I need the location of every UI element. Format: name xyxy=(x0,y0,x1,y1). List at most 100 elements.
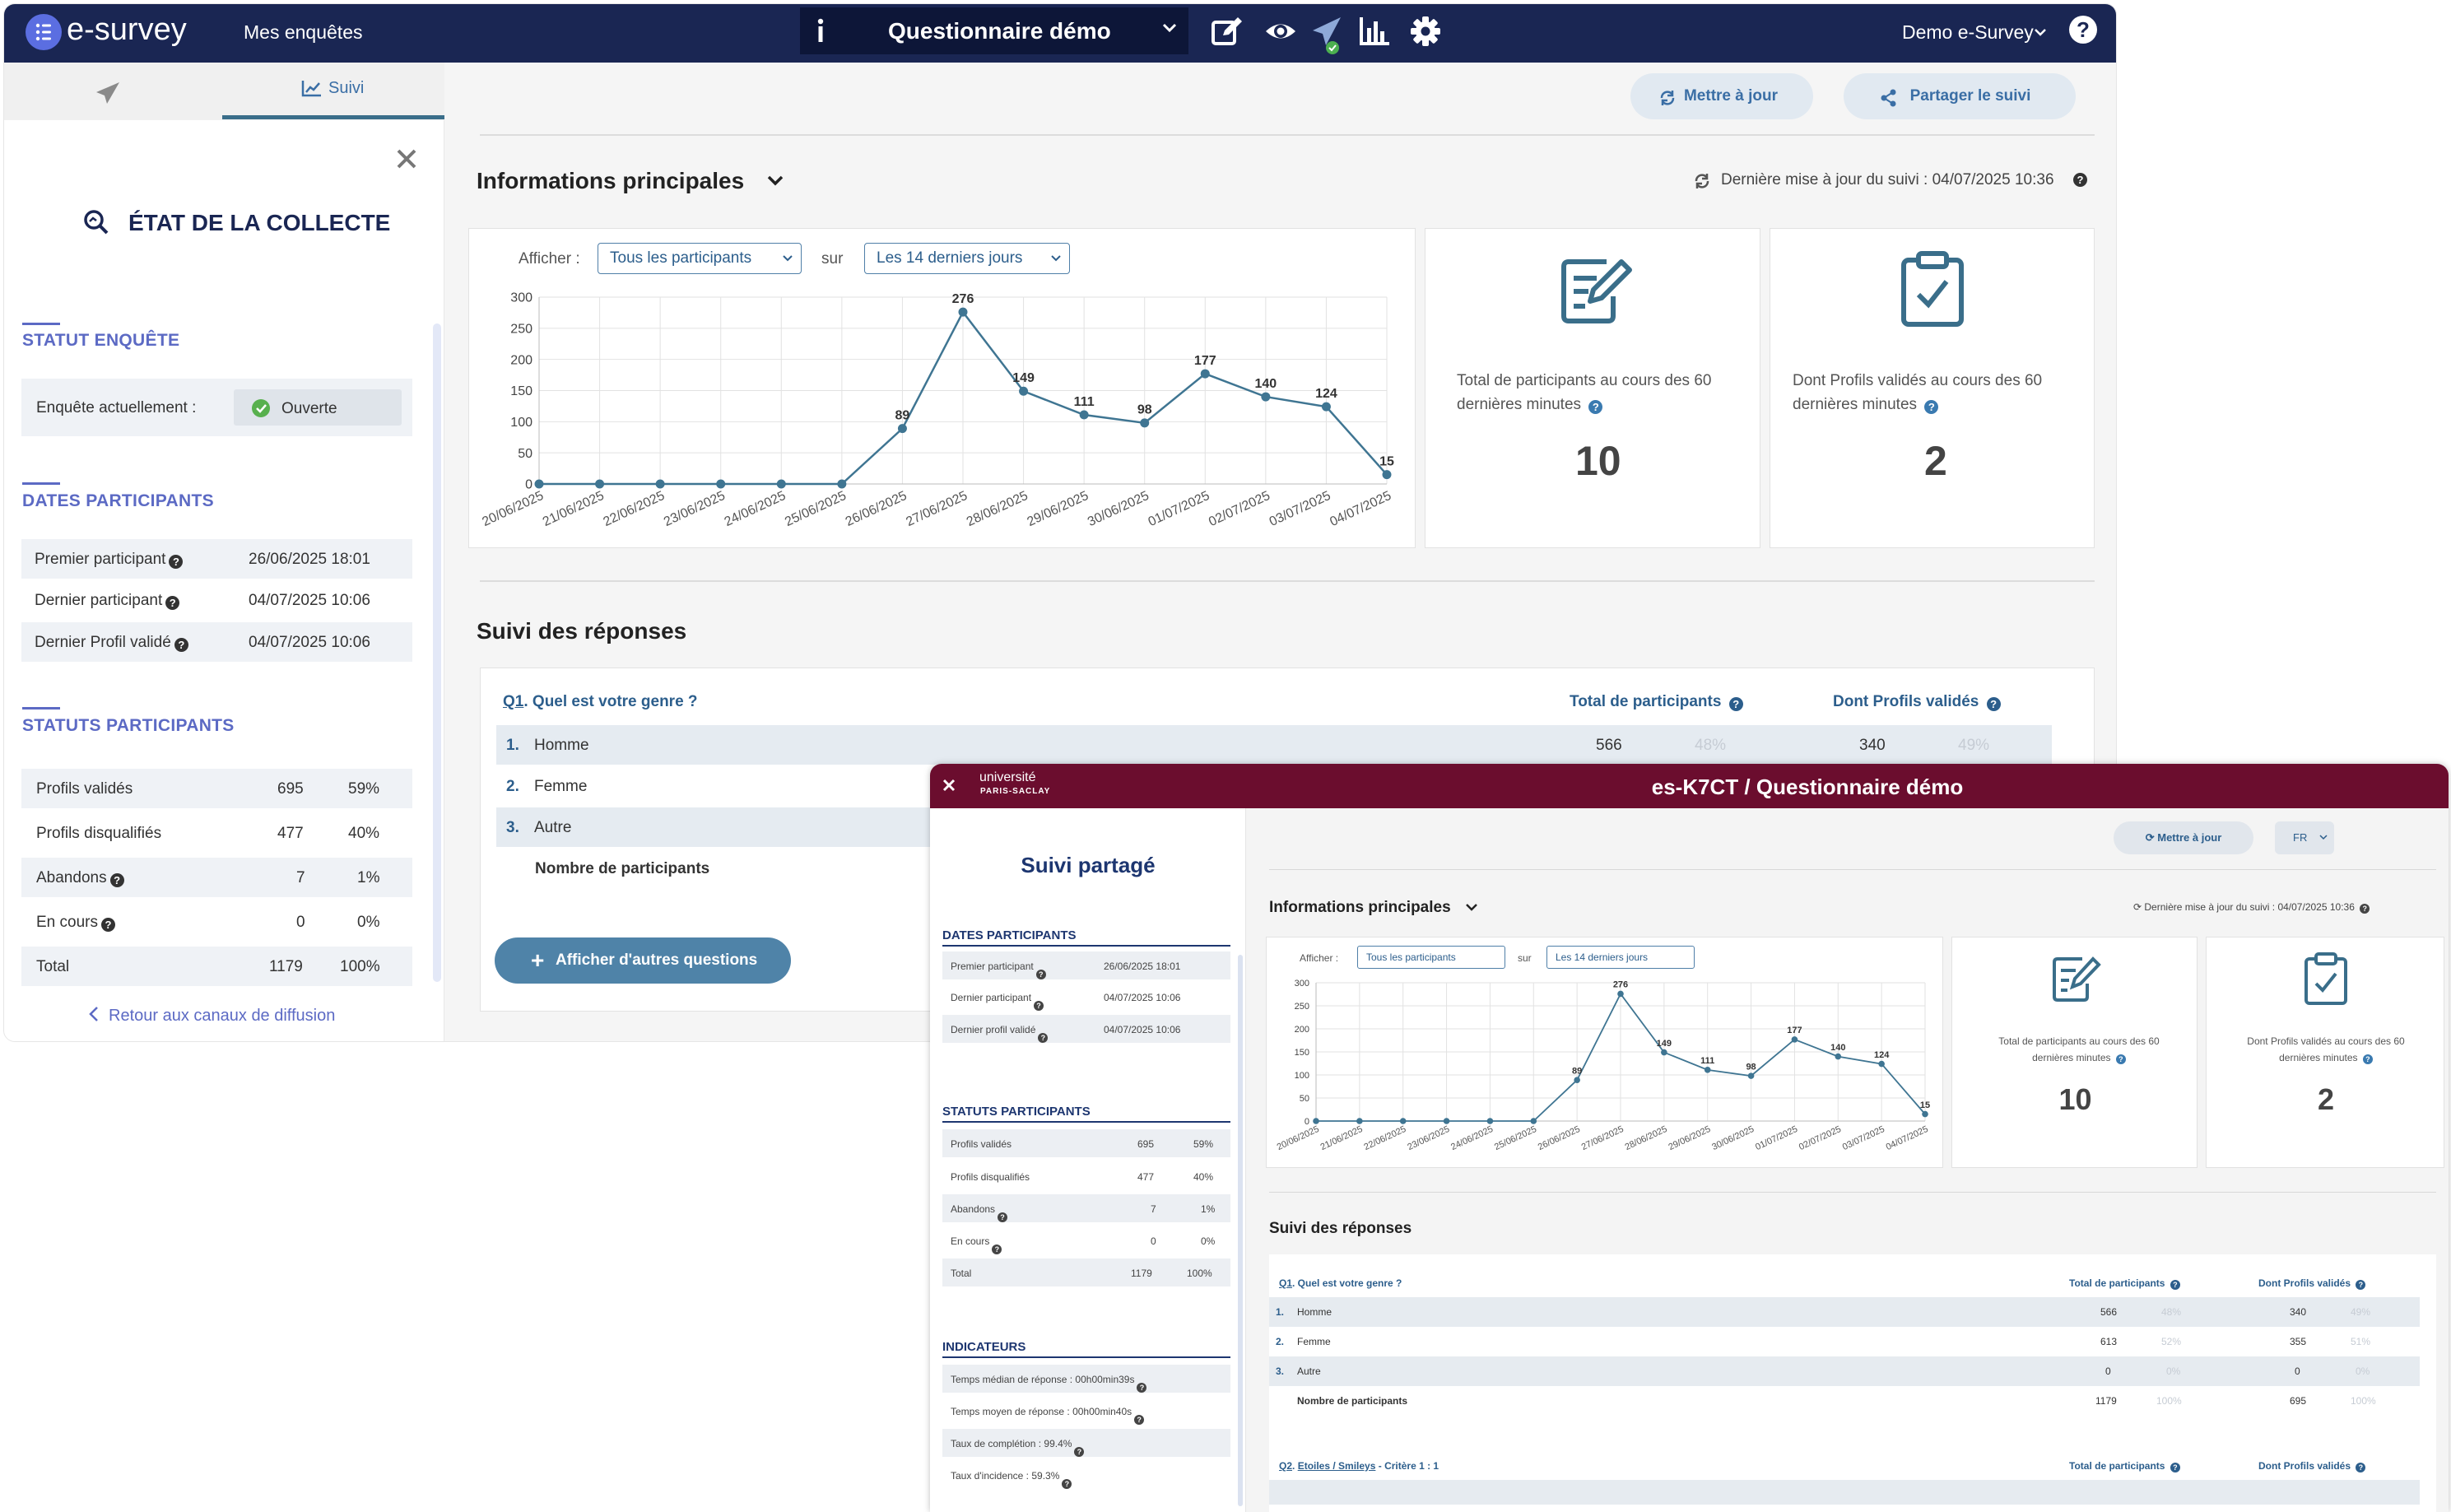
y-tick-label: 300 xyxy=(1295,979,1309,989)
tab-suivi-chart-icon[interactable] xyxy=(301,79,323,101)
update-button[interactable]: Mettre à jour xyxy=(1630,73,1813,119)
question-number-link[interactable]: Q1 xyxy=(1279,1277,1293,1289)
preview-eye-icon[interactable] xyxy=(1263,14,1298,53)
help-icon[interactable]: ? xyxy=(1588,400,1603,414)
help-icon[interactable]: ? xyxy=(165,596,180,610)
table-row: 2. Femme 613 52% 355 51% xyxy=(1269,1327,2420,1356)
data-label: 15 xyxy=(1379,454,1394,468)
x-tick-label: 23/06/2025 xyxy=(662,489,728,529)
help-question-icon[interactable]: ? xyxy=(2069,16,2097,44)
e-survey-logo-icon[interactable] xyxy=(26,14,62,50)
chevron-down-icon[interactable] xyxy=(766,174,784,188)
question-2-title[interactable]: Q2. Etoiles / Smileys - Critère 1 : 1 xyxy=(1279,1460,1439,1472)
help-icon[interactable]: ? xyxy=(2170,1280,2180,1290)
date-label: Dernier participant xyxy=(951,992,1032,1003)
participants-filter-select[interactable]: Tous les participants xyxy=(598,243,802,274)
data-point xyxy=(1321,402,1331,412)
help-icon[interactable]: ? xyxy=(2115,1054,2126,1064)
period-filter-select[interactable]: Les 14 derniers jours xyxy=(864,243,1070,274)
edit-icon[interactable] xyxy=(1210,14,1244,53)
help-icon[interactable]: ? xyxy=(100,918,115,932)
nav-my-surveys[interactable]: Mes enquêtes xyxy=(244,21,363,43)
help-icon[interactable]: ? xyxy=(992,1244,1002,1254)
status-count: 7 xyxy=(296,869,305,886)
help-icon[interactable]: ? xyxy=(2170,1463,2180,1472)
shared-update-button[interactable]: ⟳ Mettre à jour xyxy=(2114,821,2253,854)
section-underline xyxy=(22,707,60,709)
question-1-title[interactable]: Q1. Quel est votre genre ? xyxy=(503,693,698,711)
help-icon[interactable]: ? xyxy=(1034,1001,1044,1011)
show-more-questions-button[interactable]: + Afficher d'autres questions xyxy=(495,937,791,984)
help-icon[interactable]: ? xyxy=(998,1212,1008,1222)
survey-selector[interactable]: Questionnaire démo xyxy=(800,7,1188,54)
y-tick-label: 100 xyxy=(510,416,533,430)
help-icon[interactable]: ? xyxy=(174,638,188,652)
help-icon[interactable]: ? xyxy=(2356,1463,2366,1472)
info-icon[interactable] xyxy=(815,17,826,48)
help-icon[interactable]: ? xyxy=(1137,1383,1147,1393)
help-icon[interactable]: ? xyxy=(1924,400,1939,414)
help-icon[interactable]: ? xyxy=(109,873,124,887)
period-filter-select[interactable]: Les 14 derniers jours xyxy=(1546,946,1695,969)
tab-suivi[interactable]: Suivi xyxy=(328,79,365,97)
x-tick-label: 24/06/2025 xyxy=(723,489,788,529)
status-label: Profils disqualifiés xyxy=(36,825,162,842)
help-icon[interactable]: ? xyxy=(1035,970,1046,979)
question-title-link[interactable]: Etoiles / Smileys xyxy=(1297,1460,1376,1472)
user-chevron-down-icon[interactable] xyxy=(2034,27,2047,42)
help-icon[interactable]: ? xyxy=(1986,697,2001,711)
x-tick-label: 28/06/2025 xyxy=(965,489,1030,529)
help-icon[interactable]: ? xyxy=(2360,904,2370,914)
help-icon[interactable]: ? xyxy=(1038,1033,1049,1043)
help-icon[interactable]: ? xyxy=(1134,1415,1145,1425)
col-total-participants: Total de participants ? xyxy=(2069,1277,2180,1290)
shared-tracking-subtitle: Suivi partagé xyxy=(1021,853,1156,877)
shared-survey-title: es-K7CT / Questionnaire démo xyxy=(1651,775,1964,799)
share-tracking-button[interactable]: Partager le suivi xyxy=(1844,73,2076,119)
data-label: 177 xyxy=(1787,1026,1802,1035)
date-row-first: Premier participant? 26/06/2025 18:01 xyxy=(21,539,412,579)
panel-scrollbar[interactable] xyxy=(1238,955,1243,1506)
column-label: Dont Profils validés xyxy=(1833,693,1979,710)
help-icon[interactable]: ? xyxy=(2362,1054,2373,1064)
chevron-left-icon[interactable] xyxy=(88,1006,100,1026)
user-menu[interactable]: Demo e-Survey xyxy=(1902,21,2034,43)
status-row: En cours? 0 0% xyxy=(942,1226,1230,1254)
question-number-link[interactable]: Q2 xyxy=(1279,1460,1293,1472)
tab-diffusion-paper-plane-icon[interactable] xyxy=(95,81,121,109)
data-point xyxy=(1382,470,1392,480)
status-percent: 0% xyxy=(1201,1235,1216,1247)
refresh-icon xyxy=(1695,174,1709,188)
data-point xyxy=(776,479,786,489)
data-point xyxy=(1356,1118,1363,1124)
row-total: 613 xyxy=(2100,1336,2118,1347)
participants-filter-select[interactable]: Tous les participants xyxy=(1357,946,1505,969)
status-count: 477 xyxy=(1137,1171,1155,1183)
data-label: 98 xyxy=(1746,1062,1756,1072)
date-label: Dernier Profil validé xyxy=(35,634,171,651)
y-tick-label: 0 xyxy=(1305,1117,1309,1127)
chevron-down-icon xyxy=(1162,22,1177,38)
help-icon[interactable]: ? xyxy=(1728,697,1743,711)
chevron-down-icon[interactable] xyxy=(1465,903,1478,913)
help-icon[interactable]: ? xyxy=(2073,173,2087,187)
top-navigation-bar: e-survey Mes enquêtes Questionnaire démo… xyxy=(4,4,2116,63)
panel-scrollbar[interactable] xyxy=(433,323,441,982)
period-filter-value: Les 14 derniers jours xyxy=(877,249,1023,267)
help-icon[interactable]: ? xyxy=(2356,1280,2366,1290)
question-1-title[interactable]: Q1. Quel est votre genre ? xyxy=(1279,1277,1402,1289)
statistics-chart-icon[interactable] xyxy=(1358,14,1393,53)
help-icon[interactable]: ? xyxy=(1074,1447,1085,1457)
data-point xyxy=(1019,386,1029,396)
close-icon[interactable] xyxy=(396,148,417,174)
close-icon[interactable] xyxy=(942,778,956,793)
back-to-channels-link[interactable]: Retour aux canaux de diffusion xyxy=(109,1007,336,1025)
send-paper-plane-icon[interactable] xyxy=(1309,14,1344,61)
settings-gear-icon[interactable] xyxy=(1408,14,1443,53)
help-icon[interactable]: ? xyxy=(1062,1479,1072,1489)
main-info-title[interactable]: Informations principales xyxy=(477,168,745,193)
help-icon[interactable]: ? xyxy=(169,555,184,569)
app-logo-text[interactable]: e-survey xyxy=(67,12,187,47)
shared-info-title[interactable]: Informations principales xyxy=(1269,899,1451,916)
question-number-link[interactable]: Q1 xyxy=(503,693,524,710)
